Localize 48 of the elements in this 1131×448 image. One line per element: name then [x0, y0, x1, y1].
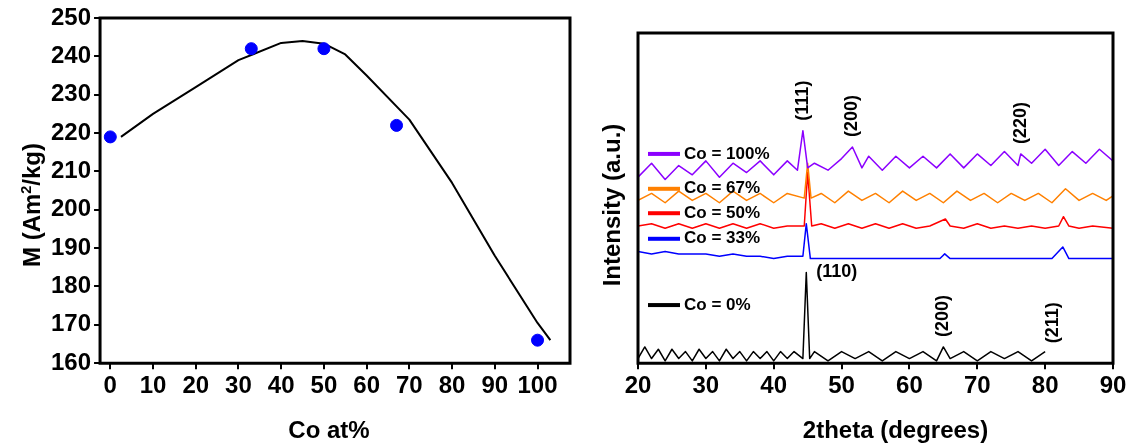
point — [390, 118, 404, 132]
x-axis-title: Co at% — [288, 416, 370, 444]
y-tick-label: 240 — [51, 40, 92, 68]
x-tick-label: 0 — [103, 371, 117, 399]
x-tick-label: 50 — [828, 371, 855, 399]
x-tick-label: 100 — [517, 371, 558, 399]
x-tick-label: 60 — [353, 371, 380, 399]
x-tick-label: 70 — [396, 371, 423, 399]
x-tick-label: 30 — [225, 371, 252, 399]
x-tick-label: 80 — [438, 371, 466, 399]
x-tick-label: 90 — [1099, 371, 1127, 399]
y-tick-label: 210 — [51, 156, 92, 184]
x-tick-label: 10 — [139, 371, 167, 399]
y-tick-label: 160 — [51, 347, 92, 375]
x-axis-title: 2theta (degrees) — [802, 416, 989, 444]
y-axis-title: Intensity (a.u.) — [598, 123, 626, 287]
annotation: (110) — [816, 261, 858, 282]
x-tick-label: 70 — [963, 371, 991, 399]
y-tick-label: 180 — [51, 271, 92, 299]
legend-label: Co = 50% — [684, 202, 761, 222]
annotation: (111) — [791, 80, 812, 121]
point — [103, 130, 117, 144]
x-tick-label: 20 — [624, 371, 652, 399]
x-tick-label: 60 — [896, 371, 923, 399]
annotation: (200) — [841, 94, 862, 137]
annotation: (211) — [1041, 302, 1062, 344]
x-tick-label: 30 — [692, 371, 720, 399]
legend-label: Co = 33% — [684, 228, 761, 248]
y-tick-label: 230 — [51, 79, 92, 107]
x-tick-label: 80 — [1031, 371, 1059, 399]
y-tick-label: 250 — [51, 2, 92, 30]
x-tick-label: 40 — [267, 371, 295, 399]
annotation: (200) — [932, 294, 953, 337]
y-tick-label: 200 — [51, 194, 92, 222]
point — [244, 42, 258, 56]
y-tick-label: 190 — [51, 232, 92, 260]
x-tick-label: 20 — [182, 371, 210, 399]
legend-label: Co = 100% — [684, 143, 770, 163]
legend-label: Co = 0% — [684, 294, 751, 314]
x-tick-label: 50 — [310, 371, 338, 399]
x-tick-label: 90 — [481, 371, 509, 399]
y-tick-label: 170 — [51, 309, 92, 337]
annotation: (220) — [1009, 101, 1030, 144]
y-tick-label: 220 — [51, 117, 92, 145]
point — [317, 42, 331, 56]
x-tick-label: 40 — [760, 371, 788, 399]
point — [531, 333, 545, 347]
legend-label: Co = 67% — [684, 178, 761, 198]
